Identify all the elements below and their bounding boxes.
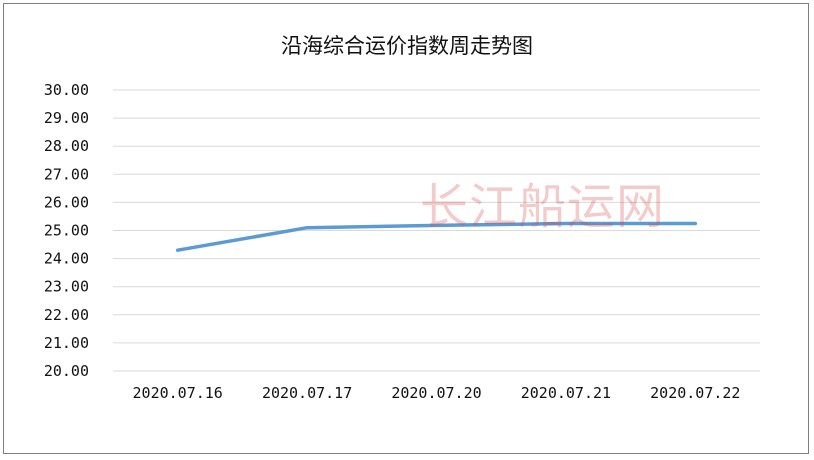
chart-frame bbox=[3, 3, 809, 454]
y-tick-label: 29.00 bbox=[44, 109, 89, 127]
y-tick-label: 30.00 bbox=[44, 81, 89, 99]
y-tick-label: 20.00 bbox=[44, 362, 89, 380]
gridlines bbox=[113, 89, 760, 372]
x-tick-label: 2020.07.21 bbox=[521, 384, 611, 402]
y-tick-label: 27.00 bbox=[44, 165, 89, 183]
y-tick-label: 24.00 bbox=[44, 250, 89, 268]
chart-title: 沿海综合运价指数周走势图 bbox=[281, 34, 533, 58]
x-tick-label: 2020.07.16 bbox=[133, 384, 223, 402]
y-tick-label: 26.00 bbox=[44, 193, 89, 211]
y-tick-label: 21.00 bbox=[44, 334, 89, 352]
x-axis-ticks: 2020.07.16 2020.07.17 2020.07.20 2020.07.21… bbox=[133, 384, 741, 402]
series-layer bbox=[175, 221, 698, 252]
y-axis-ticks: 30.00 29.00 28.00 27.00 26.00 25.00 24.00 23.00… bbox=[44, 81, 89, 380]
y-tick-label: 28.00 bbox=[44, 137, 89, 155]
y-tick-label: 23.00 bbox=[44, 278, 89, 296]
y-tick-label: 22.00 bbox=[44, 306, 89, 324]
y-tick-label: 25.00 bbox=[44, 222, 89, 240]
x-tick-label: 2020.07.22 bbox=[650, 384, 740, 402]
x-tick-label: 2020.07.20 bbox=[391, 384, 481, 402]
watermark-logo: 长江船运网 bbox=[420, 179, 666, 235]
x-tick-label: 2020.07.17 bbox=[262, 384, 352, 402]
